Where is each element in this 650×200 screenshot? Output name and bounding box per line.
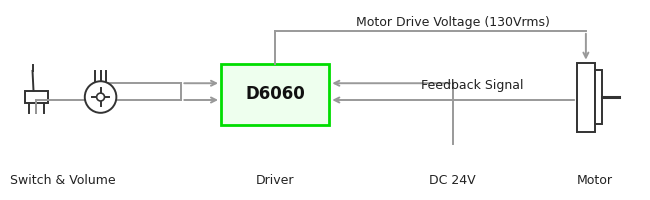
FancyBboxPatch shape	[221, 64, 330, 125]
Text: D6060: D6060	[245, 85, 305, 103]
Text: Feedback Signal: Feedback Signal	[421, 79, 524, 92]
Text: Motor: Motor	[577, 174, 613, 187]
Bar	[25, 91, 48, 103]
Bar	[577, 63, 595, 132]
Circle shape	[84, 81, 116, 113]
Text: Switch & Volume: Switch & Volume	[10, 174, 116, 187]
Text: DC 24V: DC 24V	[430, 174, 476, 187]
Bar	[595, 70, 602, 124]
Circle shape	[97, 93, 105, 101]
Text: Motor Drive Voltage (130Vrms): Motor Drive Voltage (130Vrms)	[356, 16, 550, 29]
Text: Driver: Driver	[256, 174, 294, 187]
